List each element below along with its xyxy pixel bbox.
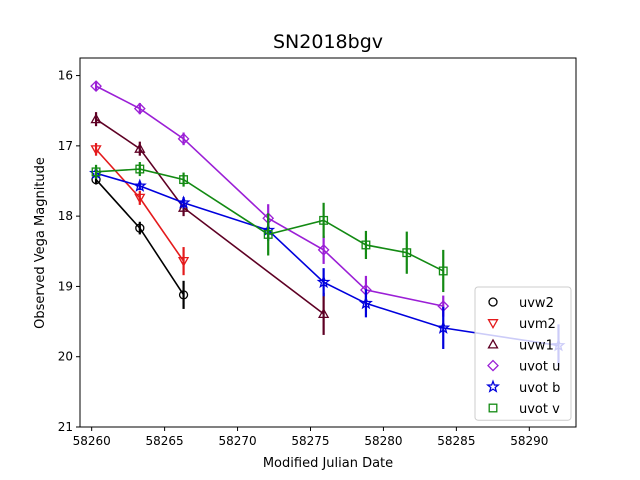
legend-marker [487, 359, 499, 372]
legend-label: uvw2 [519, 296, 554, 311]
plot-area: 58260 58265 58270 58275 58280 58285 58290 16 17 1… [58, 57, 577, 448]
data-point [90, 80, 102, 93]
series-uvot-v [91, 162, 448, 293]
legend-label: uvot u [519, 360, 560, 375]
series-line [95, 168, 444, 272]
x-tick-label: 58280 [364, 434, 402, 448]
data-point [135, 164, 145, 174]
data-point [132, 178, 147, 192]
data-point [90, 113, 102, 124]
y-tick-label: 17 [58, 139, 73, 153]
legend-label: uvm2 [519, 317, 556, 332]
y-tick-label: 20 [58, 350, 73, 364]
legend-label: uvw1 [519, 338, 554, 353]
data-point [176, 195, 191, 209]
y-tick-label: 16 [58, 69, 73, 83]
series-line [95, 172, 559, 347]
x-tick-label: 58265 [146, 434, 184, 448]
y-tick-label: 21 [58, 420, 73, 434]
series-uvm2 [90, 143, 190, 276]
data-point [436, 320, 451, 334]
x-tick-label: 58285 [437, 434, 475, 448]
chart-title: SN2018bgv [273, 31, 383, 53]
legend-marker [488, 297, 498, 307]
data-point [90, 145, 102, 156]
data-point [135, 223, 145, 233]
data-point [316, 274, 331, 289]
data-point [133, 102, 146, 115]
x-tick-label: 58270 [218, 434, 256, 448]
x-tick-label: 58260 [73, 434, 111, 448]
y-tick-label: 18 [58, 209, 73, 223]
data-point [263, 229, 273, 239]
data-point [179, 175, 189, 185]
data-point [438, 266, 448, 276]
data-point [402, 248, 412, 258]
x-tick-label: 58290 [510, 434, 548, 448]
legend-marker [487, 319, 499, 330]
legend-box [474, 286, 572, 421]
data-point [317, 243, 330, 256]
y-axis-label: Observed Vega Magnitude [33, 157, 48, 329]
axes-frame [79, 57, 577, 428]
data-point [361, 240, 371, 250]
data-point [134, 142, 146, 153]
x-tick-label: 58275 [291, 434, 329, 448]
data-point [177, 132, 190, 145]
data-point [318, 308, 330, 318]
data-point [319, 215, 329, 225]
data-point [178, 290, 189, 300]
legend-label: uvot v [519, 402, 560, 417]
data-point [358, 295, 373, 310]
legend-label: uvot b [519, 381, 560, 396]
series-line [95, 118, 325, 315]
y-tick-label: 19 [58, 279, 73, 293]
data-point [134, 193, 146, 204]
legend-marker [488, 403, 498, 413]
legend-marker [485, 379, 501, 393]
data-point [177, 256, 190, 267]
x-axis-label: Modified Julian Date [263, 456, 393, 471]
data-point [91, 167, 101, 177]
legend: uvw2 uvm2 uvw1 uvot u uvot b uvot v [474, 286, 572, 421]
legend-marker [487, 338, 499, 349]
